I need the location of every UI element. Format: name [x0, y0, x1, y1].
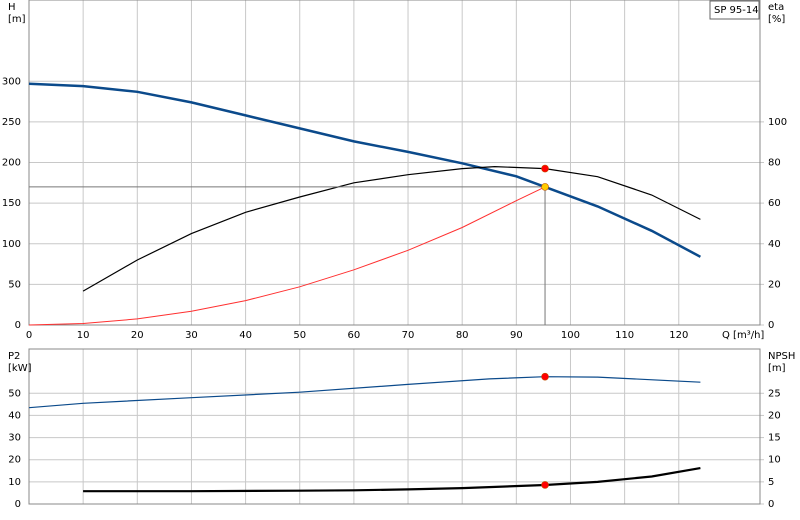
y-tick-label: 20	[8, 455, 21, 466]
y-tick-label: 50	[8, 388, 21, 399]
y2-axis-unit: [m]	[768, 363, 786, 374]
y2-tick-label: 0	[768, 320, 774, 331]
y-tick-label: 40	[8, 410, 21, 421]
x-axis-label: Q [m³/h]	[722, 330, 764, 341]
y-tick-label: 10	[8, 477, 21, 488]
y2-tick-label: 20	[768, 279, 781, 290]
x-tick-label: 20	[131, 330, 144, 341]
y-tick-label: 0	[15, 499, 21, 510]
y-tick-label: 300	[2, 76, 21, 87]
y2-axis-label: eta	[768, 2, 784, 13]
y2-tick-label: 0	[768, 499, 774, 510]
curve	[28, 376, 701, 409]
y2-tick-label: 15	[768, 433, 781, 444]
x-tick-label: 120	[669, 330, 688, 341]
y2-axis-label: NPSH	[768, 351, 795, 362]
y2-tick-label: 20	[768, 410, 781, 421]
y-tick-label: 100	[2, 239, 21, 250]
y-axis-unit: [kW]	[8, 363, 32, 374]
y2-tick-label: 5	[768, 477, 774, 488]
tag-box	[709, 0, 760, 20]
x-tick-label: 50	[293, 330, 306, 341]
y-tick-label: 0	[15, 320, 21, 331]
curve	[28, 82, 701, 258]
plot-frame	[28, 0, 761, 326]
x-tick-label: 0	[26, 330, 32, 341]
y-tick-label: 250	[2, 117, 21, 128]
tag-label: SP 95-14	[714, 5, 759, 16]
x-tick-label: 80	[456, 330, 469, 341]
curve	[28, 186, 546, 326]
curve	[83, 467, 701, 493]
y-tick-label: 150	[2, 198, 21, 209]
y2-tick-label: 10	[768, 455, 781, 466]
y2-tick-label: 80	[768, 158, 781, 169]
x-tick-label: 60	[348, 330, 361, 341]
x-tick-label: 30	[185, 330, 198, 341]
x-tick-label: 100	[561, 330, 580, 341]
y2-tick-label: 100	[768, 117, 787, 128]
x-tick-label: 10	[77, 330, 90, 341]
y-axis-unit: [m]	[8, 14, 26, 25]
x-tick-label: 90	[510, 330, 523, 341]
y2-tick-label: 25	[768, 388, 781, 399]
duty-point	[541, 372, 549, 381]
x-tick-label: 110	[615, 330, 634, 341]
plot-frame	[28, 348, 761, 505]
x-tick-label: 40	[239, 330, 252, 341]
duty-point	[541, 481, 549, 489]
duty-point	[541, 183, 549, 191]
y2-axis-unit: [%]	[768, 14, 785, 25]
y-axis-label: H	[8, 2, 16, 13]
y-axis-label: P2	[8, 351, 20, 362]
y2-tick-label: 40	[768, 239, 781, 250]
y-tick-label: 50	[8, 279, 21, 290]
y-tick-label: 30	[8, 433, 21, 444]
duty-point	[541, 164, 549, 173]
curve	[82, 165, 701, 292]
y2-tick-label: 60	[768, 198, 781, 209]
x-tick-label: 70	[402, 330, 415, 341]
y-tick-label: 200	[2, 158, 21, 169]
